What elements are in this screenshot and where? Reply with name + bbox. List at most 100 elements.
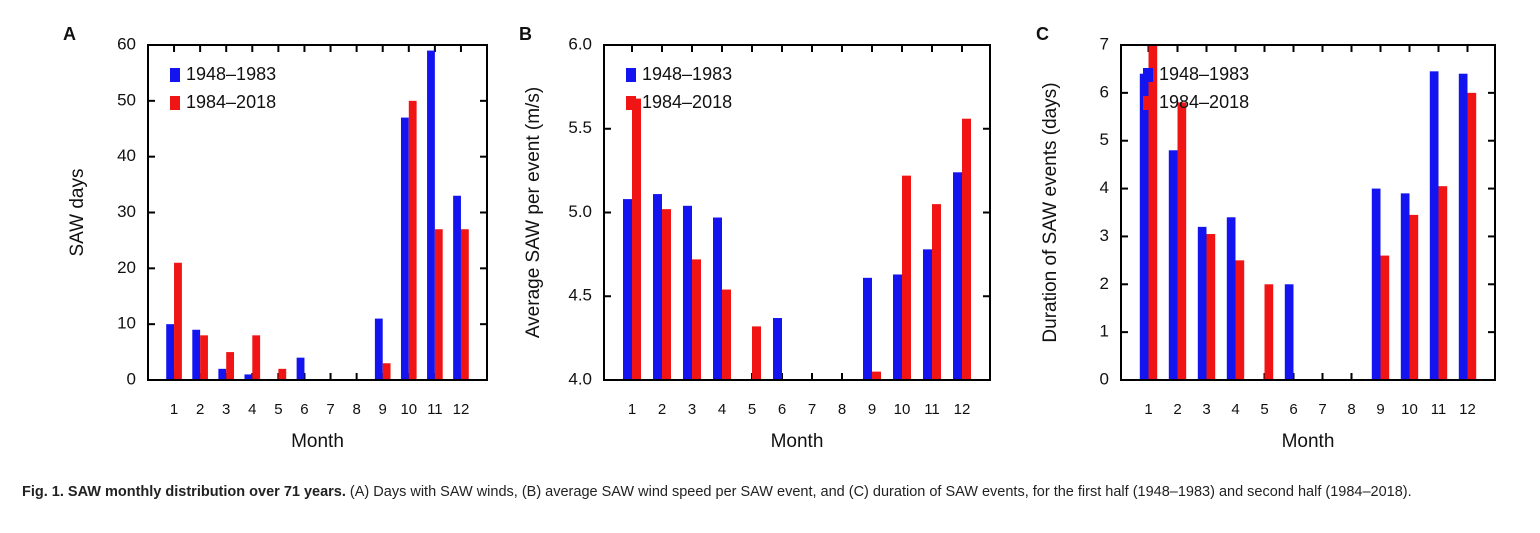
bar — [1467, 92, 1477, 380]
bar — [374, 318, 383, 380]
caption-label: Fig. 1. SAW monthly distribution over 71… — [22, 484, 346, 500]
x-tick-label: 11 — [1431, 401, 1447, 418]
bar — [1197, 226, 1207, 380]
y-tick-label: 5.0 — [568, 202, 592, 221]
x-tick-label: 8 — [1347, 401, 1355, 418]
x-tick-label: 7 — [326, 401, 334, 418]
legend-swatch — [626, 96, 636, 110]
x-tick-label: 4 — [248, 401, 256, 418]
legend-label: 1948–1983 — [642, 64, 732, 84]
legend-swatch — [626, 68, 636, 82]
bar — [752, 326, 761, 380]
x-tick-label: 6 — [1289, 401, 1297, 418]
bar — [953, 172, 962, 380]
bar — [166, 324, 175, 380]
x-tick-label: 3 — [1202, 401, 1210, 418]
legend-label: 1948–1983 — [1159, 64, 1249, 84]
bar — [1226, 217, 1236, 380]
x-tick-label: 7 — [808, 401, 816, 418]
x-tick-label: 12 — [1459, 401, 1476, 418]
x-tick-label: 6 — [300, 401, 308, 418]
bar — [192, 329, 201, 380]
x-tick-label: 11 — [924, 401, 940, 418]
y-tick-label: 2 — [1100, 274, 1109, 293]
y-tick-label: 4 — [1100, 178, 1109, 197]
x-tick-label: 9 — [1376, 401, 1384, 418]
bar — [453, 195, 461, 380]
legend-label: 1984–2018 — [642, 92, 732, 112]
y-tick-label: 1 — [1100, 322, 1109, 341]
x-tick-label: 6 — [778, 401, 786, 418]
legend-swatch — [170, 68, 180, 82]
bar — [683, 205, 692, 380]
y-tick-label: 4.0 — [568, 369, 592, 388]
panel-label: C — [1036, 24, 1049, 44]
bar — [382, 363, 391, 380]
x-tick-label: 4 — [1231, 401, 1239, 418]
y-tick-label: 6.0 — [568, 34, 592, 53]
bar — [1206, 234, 1216, 380]
bar — [174, 262, 182, 380]
x-tick-label: 11 — [427, 401, 443, 418]
y-tick-label: 4.5 — [568, 286, 592, 305]
bar — [1409, 214, 1419, 380]
x-tick-label: 8 — [838, 401, 846, 418]
bar — [252, 335, 261, 380]
x-axis-label: Month — [1282, 431, 1335, 452]
y-tick-label: 10 — [117, 314, 136, 333]
bar — [1139, 73, 1149, 380]
bar — [460, 229, 469, 380]
y-tick-label: 3 — [1100, 226, 1109, 245]
bar — [923, 249, 932, 380]
y-axis-label: Duration of SAW events (days) — [1040, 82, 1061, 342]
x-tick-label: 12 — [453, 401, 470, 418]
legend-label: 1984–2018 — [186, 92, 276, 112]
bar — [932, 204, 941, 380]
bar — [1371, 188, 1381, 380]
bar — [226, 352, 235, 380]
bar — [400, 117, 409, 380]
bar — [200, 335, 208, 380]
y-tick-label: 40 — [117, 146, 136, 165]
x-tick-label: 9 — [379, 401, 387, 418]
panel-label: A — [63, 24, 76, 44]
bar — [872, 371, 881, 380]
x-tick-label: 1 — [628, 401, 636, 418]
bar — [662, 209, 671, 380]
y-tick-label: 7 — [1100, 34, 1109, 53]
bar — [1438, 186, 1448, 380]
bar — [1380, 255, 1390, 380]
bar — [1264, 284, 1274, 380]
bar — [408, 100, 417, 380]
y-axis-label: SAW days — [67, 169, 88, 257]
bar — [902, 175, 911, 380]
x-tick-label: 10 — [1401, 401, 1418, 418]
bar — [773, 318, 782, 380]
x-tick-label: 8 — [352, 401, 360, 418]
bar — [218, 368, 227, 380]
x-tick-label: 4 — [718, 401, 726, 418]
panel-label: B — [519, 24, 532, 44]
bar — [623, 199, 632, 380]
x-tick-label: 5 — [1260, 401, 1268, 418]
x-tick-label: 2 — [196, 401, 204, 418]
bar — [244, 374, 253, 380]
bar — [713, 217, 722, 380]
caption: Fig. 1. SAW monthly distribution over 71… — [22, 480, 1522, 505]
bar — [863, 277, 872, 380]
bar — [653, 194, 662, 380]
x-tick-label: 2 — [658, 401, 666, 418]
bar — [1148, 45, 1158, 380]
bar — [427, 50, 435, 380]
bar — [962, 118, 971, 380]
x-tick-label: 1 — [1144, 401, 1152, 418]
y-tick-label: 5.5 — [568, 118, 592, 137]
bar — [692, 259, 701, 380]
y-tick-label: 6 — [1100, 82, 1109, 101]
y-tick-label: 30 — [117, 202, 136, 221]
x-axis-label: Month — [291, 431, 344, 452]
bar — [1235, 260, 1245, 380]
legend-label: 1948–1983 — [186, 64, 276, 84]
y-tick-label: 60 — [117, 34, 136, 53]
